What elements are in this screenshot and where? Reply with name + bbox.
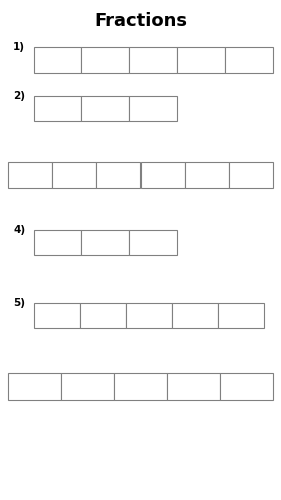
Text: 4): 4) [13,225,25,235]
Bar [81,230,129,255]
Bar [167,372,220,400]
Bar [172,302,218,328]
Bar [140,162,185,188]
Bar [53,162,96,188]
Bar [218,302,264,328]
Bar [225,48,273,72]
Bar [177,48,225,72]
Text: Fractions: Fractions [94,12,187,30]
Bar [129,96,177,121]
Bar [81,96,129,121]
Text: 1): 1) [13,42,25,52]
Bar [126,302,172,328]
Bar [114,372,167,400]
Bar [220,372,273,400]
Bar [80,302,126,328]
Bar [129,230,177,255]
Bar [129,48,177,72]
Text: 5): 5) [13,298,25,308]
Bar [8,162,53,188]
Bar [185,162,228,188]
Text: 2): 2) [13,91,25,101]
Bar [34,96,81,121]
Bar [61,372,114,400]
Bar [81,48,129,72]
Bar [34,48,81,72]
Bar [34,302,80,328]
Bar [34,230,81,255]
Bar [96,162,140,188]
Bar [228,162,273,188]
Bar [8,372,61,400]
